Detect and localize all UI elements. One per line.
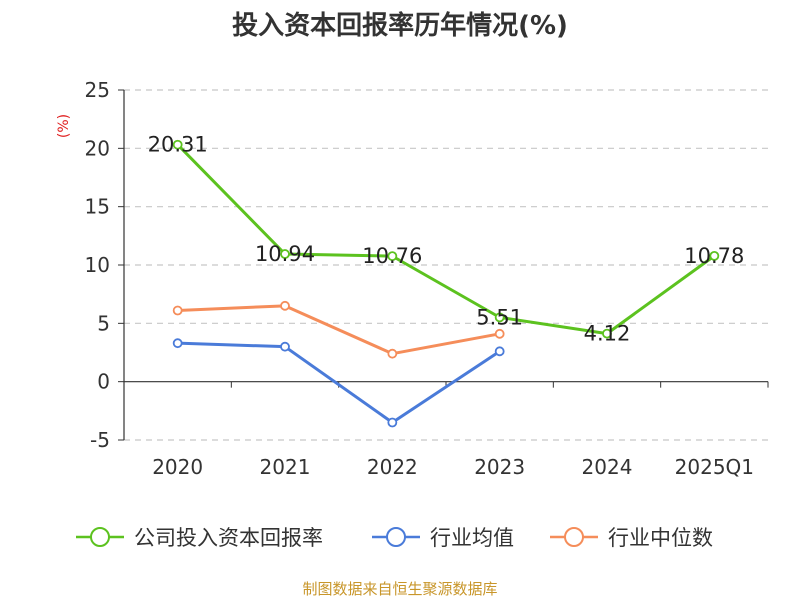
x-tick-label-2022: 2022 — [367, 455, 418, 479]
x-tick-label-2021: 2021 — [260, 455, 311, 479]
y-tick-label--5: -5 — [90, 428, 110, 452]
y-tick-label-20: 20 — [85, 136, 110, 160]
legend-label-1: 行业均值 — [430, 526, 514, 550]
data-point-0-0 — [172, 139, 183, 150]
x-tick-label-2023: 2023 — [474, 455, 525, 479]
data-point-1-3 — [494, 346, 505, 357]
legend-label-0: 公司投入资本回报率 — [134, 526, 323, 550]
legend-swatch-marker-0 — [90, 527, 110, 547]
data-point-0-5 — [709, 250, 720, 261]
y-tick-label-10: 10 — [85, 253, 110, 277]
data-point-1-2 — [387, 417, 398, 428]
legend-label-2: 行业中位数 — [608, 526, 713, 550]
data-point-0-2 — [387, 251, 398, 262]
y-tick-label-0: 0 — [97, 370, 110, 394]
series-line-1 — [177, 341, 501, 424]
data-label-0-0: 20.31 — [148, 133, 208, 157]
y-tick-label-25: 25 — [85, 78, 110, 102]
data-label-0-3: 5.51 — [476, 305, 523, 329]
data-point-2-1 — [280, 300, 290, 311]
legend: 公司投入资本回报率 行业均值 行业中位数 — [76, 526, 713, 550]
y-axis-unit-label: (%) — [56, 114, 72, 138]
data-labels: 20.31 10.94 10.76 5.51 4.12 10.78 — [148, 133, 745, 346]
data-label-0-1: 10.94 — [255, 242, 315, 266]
series-lines — [172, 139, 720, 428]
data-point-0-4 — [602, 328, 612, 339]
chart-title: 投入资本回报率历年情况(%) — [232, 10, 568, 41]
x-tick-label-2025Q1: 2025Q1 — [675, 455, 754, 479]
legend-swatch-marker-1 — [386, 527, 406, 547]
data-label-0-5: 10.78 — [684, 244, 744, 268]
data-point-0-1 — [280, 249, 290, 259]
x-tick-label-2020: 2020 — [152, 455, 203, 479]
data-point-0-3 — [494, 312, 505, 323]
data-point-2-0 — [172, 305, 183, 316]
data-point-1-0 — [172, 338, 183, 349]
y-tick-label-5: 5 — [97, 311, 110, 335]
data-label-0-4: 4.12 — [584, 322, 631, 346]
data-label-0-2: 10.76 — [362, 244, 422, 268]
legend-swatch-marker-2 — [564, 527, 584, 547]
series-line-2 — [177, 304, 500, 356]
data-point-2-3 — [494, 328, 505, 339]
y-tick-label-15: 15 — [85, 195, 110, 219]
grid-lines — [124, 89, 768, 441]
x-tick-label-2024: 2024 — [582, 455, 633, 479]
axes: -5 0 5 10 15 20 25 2020 2021 2022 2023 2024 2025Q1 — [85, 78, 769, 479]
source-note: 制图数据来自恒生聚源数据库 — [302, 580, 497, 598]
series-line-0 — [176, 143, 716, 336]
data-point-2-2 — [387, 348, 398, 359]
data-point-1-1 — [280, 341, 290, 352]
